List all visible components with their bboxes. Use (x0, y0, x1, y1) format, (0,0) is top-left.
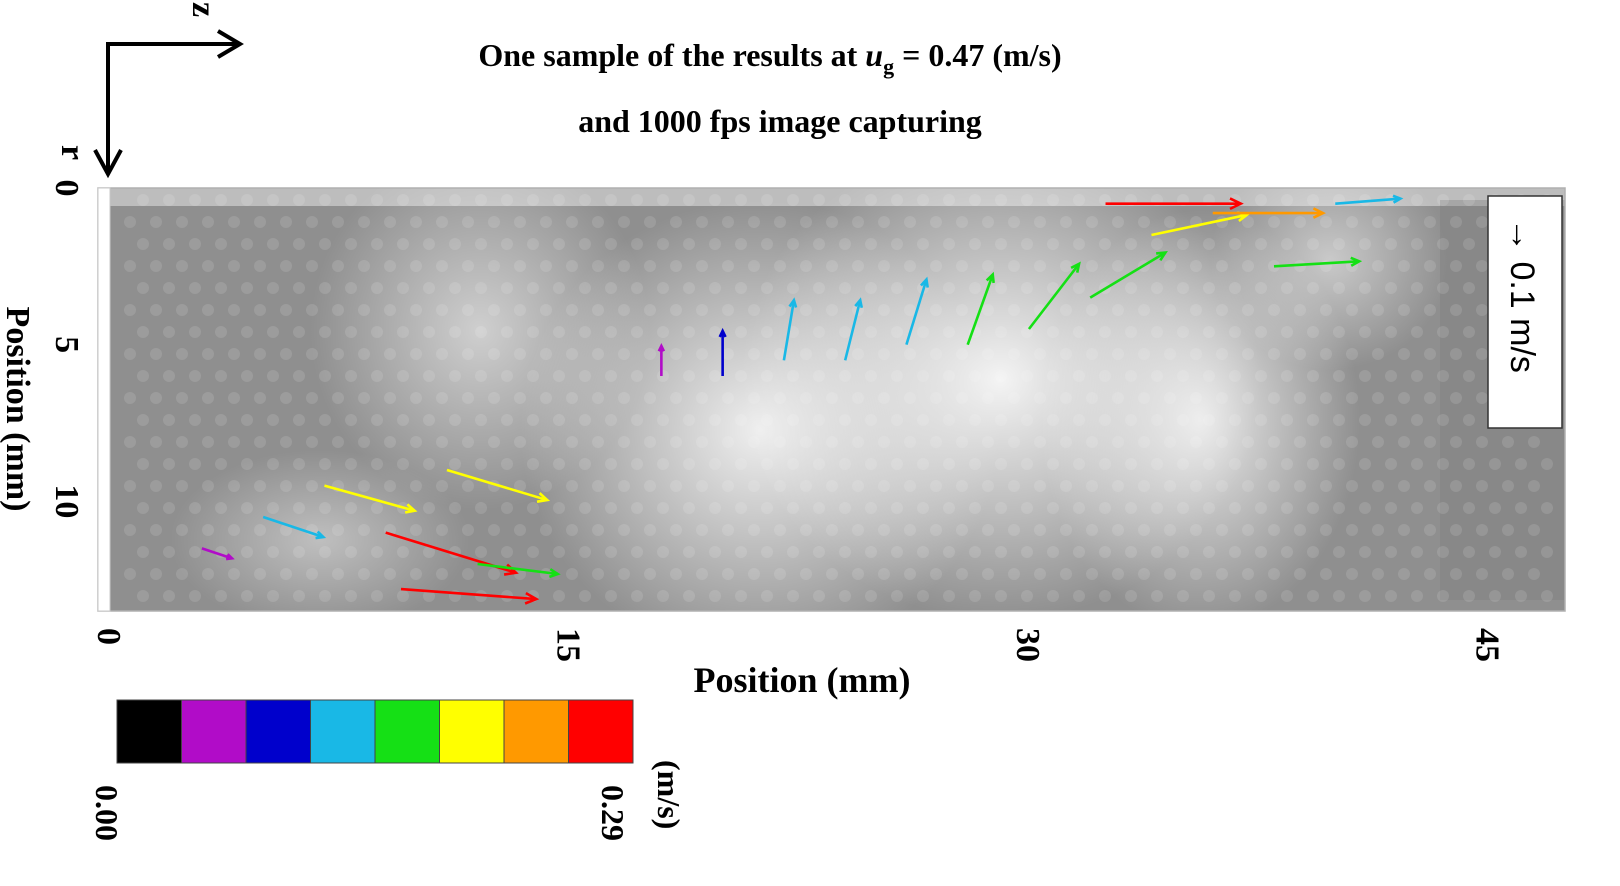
velocity-vector (477, 562, 561, 579)
velocity-vector (966, 271, 995, 346)
colorbar-swatch (181, 699, 247, 764)
colorbar-swatch (374, 699, 440, 764)
velocity-vector (1212, 207, 1326, 219)
velocity-vector (782, 297, 798, 361)
colorbar-swatch (439, 699, 505, 764)
x-axis-label: Position (mm) (694, 660, 911, 700)
axes-indicator (93, 29, 244, 179)
x-tick-label: 45 (1468, 628, 1505, 662)
y-axis-label: Position (mm) (0, 307, 36, 512)
velocity-vector (400, 587, 540, 605)
x-tick-label: 0 (90, 628, 127, 645)
velocity-vector (324, 484, 418, 514)
colorbar-swatch (116, 699, 182, 764)
colorbar-swatch (245, 699, 311, 764)
velocity-vector (1273, 256, 1363, 268)
y-tick-label: 10 (48, 484, 85, 518)
velocity-vector (446, 468, 551, 503)
chart-title-line1: One sample of the results at ug = 0.47 (… (478, 37, 1061, 79)
colorbar-unit-label: (m/s) (651, 760, 687, 829)
reference-vector-box: → 0.1 m/s (1487, 195, 1563, 429)
colorbar-max-label: 0.29 (595, 785, 631, 841)
x-tick-label: 30 (1009, 628, 1046, 662)
velocity-vector (262, 515, 327, 540)
plot-image (110, 188, 1565, 611)
y-tick-label: 0 (48, 180, 85, 197)
y-tick-label: 5 (48, 336, 85, 353)
velocity-vector (905, 276, 929, 346)
velocity-vector (718, 327, 727, 376)
velocity-vector (1027, 261, 1081, 330)
chart-title-line2: and 1000 fps image capturing (578, 103, 982, 139)
y-axis-ticks: 0 5 10 (48, 180, 85, 519)
x-tick-label: 15 (549, 628, 586, 662)
x-axis-ticks: 0 15 30 45 (90, 628, 1505, 662)
colorbar-swatch (310, 699, 376, 764)
colorbar-min-label: 0.00 (89, 785, 125, 841)
velocity-vector (1089, 251, 1168, 299)
colorbar (116, 699, 634, 764)
reference-vector-label: → 0.1 m/s (1503, 218, 1541, 373)
r-axis-label: r (54, 145, 91, 160)
velocity-vector (201, 547, 235, 561)
vector-field (201, 194, 1404, 605)
velocity-vector (1105, 197, 1244, 211)
colorbar-swatch (568, 699, 634, 764)
colorbar-swatch (503, 699, 569, 764)
z-axis-label: z (185, 2, 222, 17)
velocity-vector (1335, 194, 1404, 205)
velocity-vector (657, 342, 666, 376)
velocity-vector (843, 297, 864, 361)
